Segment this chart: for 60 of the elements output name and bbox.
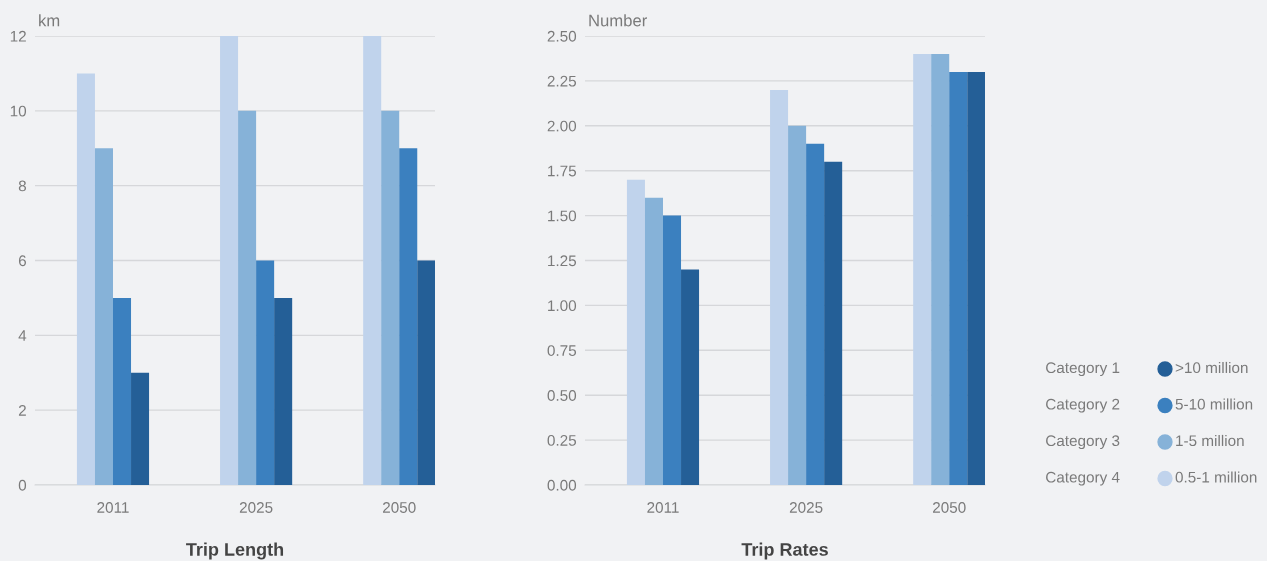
bar <box>949 71 968 485</box>
y-tick-label: 1.25 <box>548 255 577 267</box>
bar <box>967 71 985 485</box>
y-tick-label: 0.00 <box>547 479 577 491</box>
y-tick-label: 10 <box>10 105 27 117</box>
bar <box>256 260 275 485</box>
y-tick-label: 2.00 <box>547 120 577 132</box>
bar <box>274 297 293 485</box>
bar <box>399 148 418 485</box>
text: Trip Rates <box>741 542 828 560</box>
y-tick-label: 0.50 <box>547 390 577 401</box>
y-tick-label: 1.50 <box>548 210 577 222</box>
legend-label: 1-5 million <box>1176 434 1244 447</box>
legend-label: 0.5-1 million <box>1175 471 1257 483</box>
y-axis-title: Number <box>589 14 647 27</box>
text: Category 2 <box>1046 398 1120 413</box>
y-tick-label: 6 <box>18 255 26 267</box>
legend-label: 5-10 million <box>1175 398 1253 410</box>
bar <box>76 73 95 485</box>
legend-label: >10 million <box>1175 361 1248 374</box>
bar <box>626 179 645 485</box>
y-tick-label: 2.50 <box>547 30 577 42</box>
bar <box>913 53 932 485</box>
bar <box>417 260 435 485</box>
bar <box>663 215 682 485</box>
bar <box>788 125 807 485</box>
bar <box>806 143 825 485</box>
x-tick-label: 2050 <box>383 502 416 513</box>
bar <box>644 197 663 485</box>
bar <box>220 36 239 485</box>
bar <box>113 297 132 485</box>
x-tick-label: 2050 <box>933 502 966 513</box>
bar <box>363 36 382 485</box>
y-tick-label: 0 <box>18 479 27 491</box>
x-tick-label: 2011 <box>647 502 679 513</box>
bar <box>770 89 789 485</box>
x-tick-label: 2025 <box>789 502 823 513</box>
bar <box>381 110 400 485</box>
text: Category 3 <box>1046 435 1120 450</box>
y-tick-label: 4 <box>18 330 27 341</box>
bar <box>94 148 113 485</box>
bar <box>824 161 843 485</box>
x-tick-label: 2025 <box>239 502 273 513</box>
x-tick-label: 2011 <box>97 502 129 513</box>
bar <box>131 372 150 485</box>
y-tick-label: 2 <box>18 405 26 416</box>
y-tick-label: 0.25 <box>547 434 577 446</box>
y-tick-label: 1.75 <box>548 165 577 177</box>
y-tick-label: 1.00 <box>548 300 577 312</box>
bar <box>681 269 700 485</box>
text: Trip Length <box>186 542 284 560</box>
y-tick-label: 12 <box>10 30 26 42</box>
y-tick-label: 0.75 <box>547 345 577 356</box>
y-axis-title: km <box>39 14 60 27</box>
text: Category 1 <box>1046 362 1120 377</box>
bar <box>931 53 950 485</box>
y-tick-label: 8 <box>18 180 26 192</box>
bar <box>238 110 257 485</box>
y-tick-label: 2.25 <box>547 75 577 87</box>
text: Category 4 <box>1046 471 1120 486</box>
